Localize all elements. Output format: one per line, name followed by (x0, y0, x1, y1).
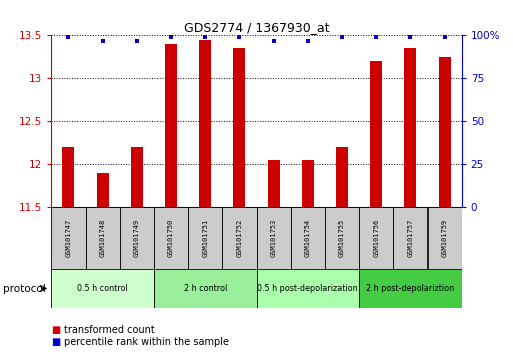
Bar (359, 207, 393, 269)
Bar (233, 48, 245, 207)
Text: GSM101752: GSM101752 (236, 219, 243, 257)
Text: transformed count: transformed count (64, 325, 155, 335)
Bar (268, 160, 280, 207)
Text: ■: ■ (51, 337, 61, 347)
Text: 2 h control: 2 h control (184, 284, 227, 293)
Bar (359, 269, 462, 308)
Point (269, 38, 278, 44)
Bar (120, 207, 154, 269)
Bar (188, 207, 222, 269)
Text: GSM101751: GSM101751 (202, 219, 208, 257)
Point (406, 34, 415, 40)
Text: GSM101747: GSM101747 (65, 219, 71, 257)
Text: GSM101754: GSM101754 (305, 219, 311, 257)
Bar (154, 269, 256, 308)
Bar (439, 57, 450, 207)
Point (304, 38, 312, 44)
Point (98, 38, 107, 44)
Point (235, 34, 244, 40)
Bar (222, 207, 256, 269)
Bar (96, 173, 109, 207)
Bar (199, 40, 211, 207)
Text: GSM101756: GSM101756 (373, 219, 379, 257)
Point (372, 34, 380, 40)
Bar (427, 207, 462, 269)
Point (64, 34, 72, 40)
Text: GSM101759: GSM101759 (442, 219, 448, 257)
Text: GSM101748: GSM101748 (100, 219, 106, 257)
Bar (63, 147, 74, 207)
Text: GSM101753: GSM101753 (270, 219, 277, 257)
Bar (51, 269, 154, 308)
Text: GSM101750: GSM101750 (168, 219, 174, 257)
Text: GSM101757: GSM101757 (407, 219, 413, 257)
Text: GSM101749: GSM101749 (134, 219, 140, 257)
Text: protocol: protocol (3, 284, 45, 293)
Text: ■: ■ (51, 325, 61, 335)
Bar (131, 147, 143, 207)
Bar (370, 61, 382, 207)
Title: GDS2774 / 1367930_at: GDS2774 / 1367930_at (184, 21, 329, 34)
Bar (51, 207, 86, 269)
Point (338, 34, 346, 40)
Point (441, 34, 449, 40)
Bar (256, 269, 359, 308)
Text: 2 h post-depolariztion: 2 h post-depolariztion (366, 284, 455, 293)
Bar (325, 207, 359, 269)
Point (201, 34, 209, 40)
Bar (302, 160, 314, 207)
Text: GSM101755: GSM101755 (339, 219, 345, 257)
Point (133, 38, 141, 44)
Text: percentile rank within the sample: percentile rank within the sample (64, 337, 229, 347)
Text: 0.5 h control: 0.5 h control (77, 284, 128, 293)
Bar (86, 207, 120, 269)
Bar (256, 207, 291, 269)
Bar (165, 44, 177, 207)
Bar (404, 48, 417, 207)
Text: 0.5 h post-depolarization: 0.5 h post-depolarization (258, 284, 358, 293)
Bar (291, 207, 325, 269)
Point (167, 34, 175, 40)
Bar (336, 147, 348, 207)
Bar (154, 207, 188, 269)
Bar (393, 207, 427, 269)
